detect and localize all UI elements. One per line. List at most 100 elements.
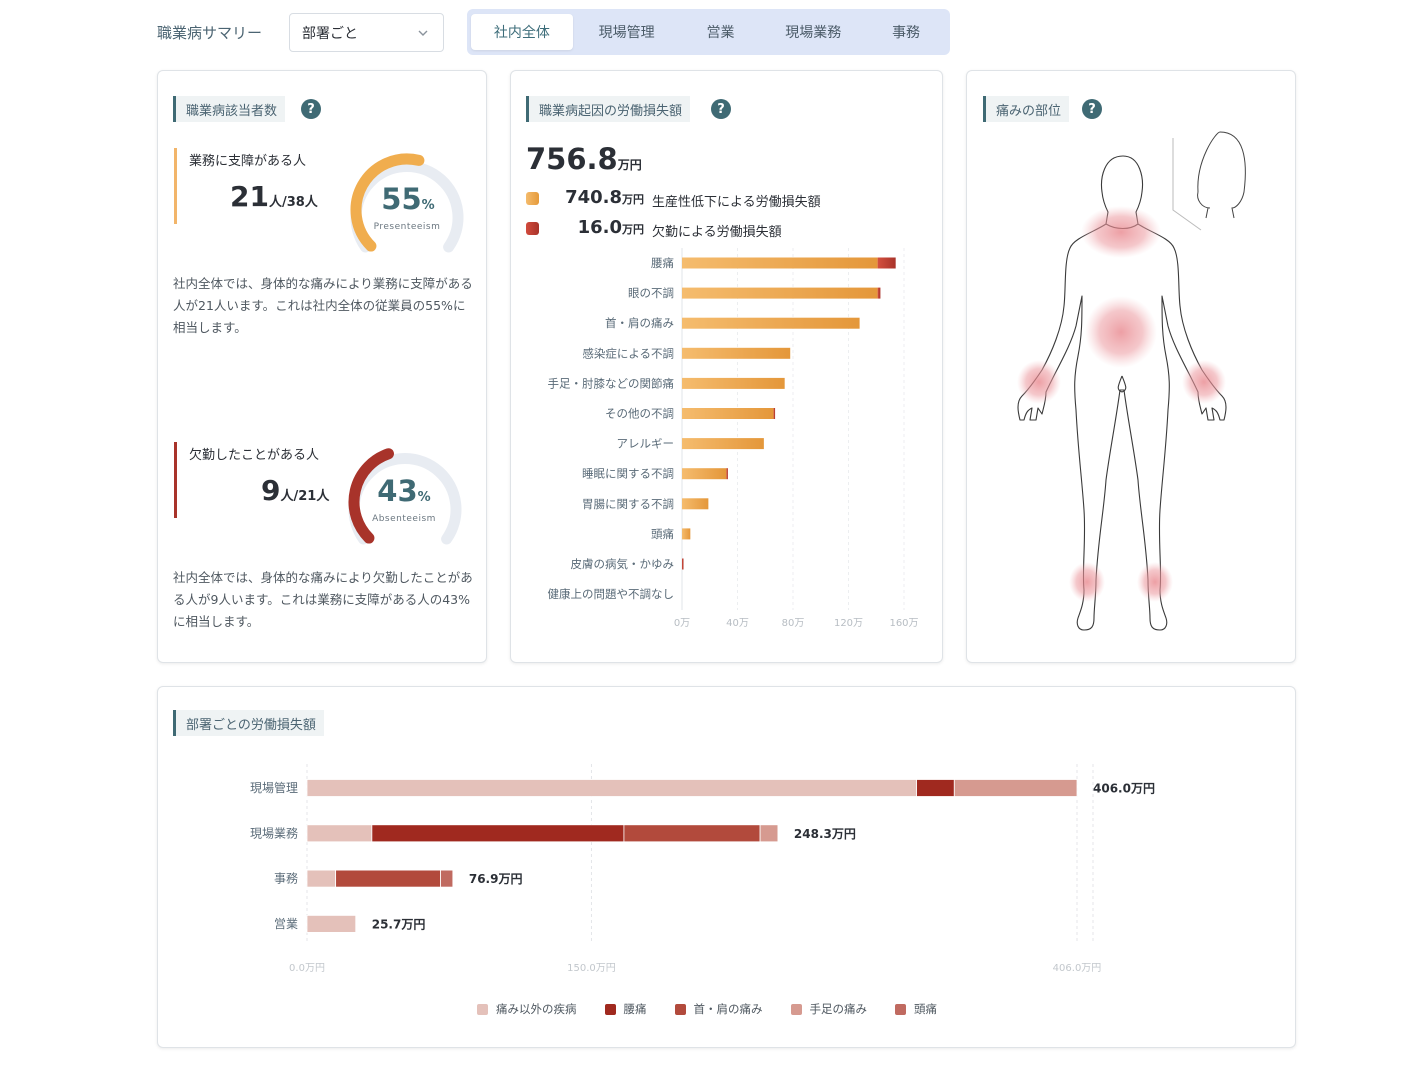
chart1-tick-label: 120万 bbox=[834, 618, 863, 629]
chart1-bar[interactable] bbox=[682, 317, 860, 329]
chart2-category-label: 事務 bbox=[274, 872, 298, 886]
absenteeism-gauge-label: Absenteeism bbox=[372, 514, 436, 524]
loss-title: 職業病起因の労働損失額 bbox=[526, 96, 691, 122]
loss-help-icon[interactable]: ? bbox=[711, 99, 731, 119]
chart2-bar-segment[interactable] bbox=[623, 824, 761, 843]
chart1-bar[interactable] bbox=[877, 287, 881, 299]
chart2-legend-label: 首・肩の痛み bbox=[693, 1002, 763, 1016]
presenteeism-label: 業務に支障がある人 bbox=[189, 154, 307, 169]
absenteeism-accent bbox=[174, 442, 177, 518]
chart1-bar[interactable] bbox=[726, 468, 728, 480]
chart1-bar[interactable] bbox=[682, 528, 691, 540]
chart1-category-label: 頭痛 bbox=[651, 527, 674, 541]
chart1-bar[interactable] bbox=[682, 468, 727, 480]
tab-site-operations[interactable]: 現場業務 bbox=[785, 25, 842, 41]
presenteeism-gauge-label: Presenteeism bbox=[373, 222, 441, 232]
chart2-total-label: 248.3万円 bbox=[794, 827, 856, 841]
chart2-tick-label: 150.0万円 bbox=[567, 963, 616, 974]
chart2-legend-label: 手足の痛み bbox=[809, 1002, 868, 1016]
absenteeism-count: 9人/21人 bbox=[261, 474, 330, 507]
absenteeism-gauge bbox=[348, 448, 462, 545]
chart1-bar[interactable] bbox=[877, 257, 896, 269]
chart2-bar-segment[interactable] bbox=[306, 914, 357, 933]
chart2-bar-segment[interactable] bbox=[306, 869, 337, 888]
dept-loss-legend: 痛み以外の疾病 腰痛 首・肩の痛み 手足の痛み 頭痛 bbox=[0, 1001, 1414, 1017]
presenteeism-loss-value: 740.8万円 bbox=[565, 187, 644, 208]
chart1-bar[interactable] bbox=[682, 498, 709, 510]
tab-office[interactable]: 事務 bbox=[892, 25, 921, 41]
chart1-bar[interactable] bbox=[682, 377, 785, 389]
chart2-legend-label: 痛み以外の疾病 bbox=[496, 1002, 577, 1016]
loss-total: 756.8万円 bbox=[526, 142, 642, 176]
pain-spot-left-wrist[interactable] bbox=[1017, 360, 1061, 404]
presenteeism-legend-swatch bbox=[526, 192, 539, 205]
chart1-tick-label: 80万 bbox=[782, 618, 805, 629]
chart1-bar[interactable] bbox=[682, 408, 774, 419]
chart2-bar-segment[interactable] bbox=[440, 869, 454, 888]
tab-all[interactable]: 社内全体 bbox=[471, 14, 573, 50]
absenteeism-legend-swatch bbox=[526, 222, 539, 235]
pain-spot-right-wrist[interactable] bbox=[1182, 360, 1226, 404]
presenteeism-accent bbox=[174, 148, 177, 224]
chart1-category-label: アレルギー bbox=[617, 437, 675, 451]
chart2-bar-segment[interactable] bbox=[335, 869, 441, 888]
chart2-total-label: 406.0万円 bbox=[1093, 782, 1155, 796]
chart2-legend-item[interactable]: 腰痛 bbox=[604, 1001, 647, 1017]
patients-help-icon[interactable]: ? bbox=[301, 99, 321, 119]
page-title: 職業病サマリー bbox=[157, 24, 263, 42]
chart2-bar-segment[interactable] bbox=[916, 779, 955, 797]
body-map-help-icon[interactable]: ? bbox=[1082, 99, 1102, 119]
chart2-bar-segment[interactable] bbox=[953, 779, 1078, 797]
chart1-tick-label: 160万 bbox=[889, 618, 918, 629]
absenteeism-gauge-fill bbox=[348, 448, 394, 544]
chart1-category-label: その他の不調 bbox=[605, 407, 674, 421]
chevron-down-icon bbox=[418, 30, 428, 36]
chart2-legend-item[interactable]: 首・肩の痛み bbox=[674, 1001, 763, 1017]
tab-site-management[interactable]: 現場管理 bbox=[598, 25, 655, 41]
chart2-legend-swatch bbox=[604, 1003, 616, 1015]
chart1-category-label: 手足・肘膝などの関節痛 bbox=[548, 376, 675, 390]
pain-spot-right-ankle[interactable] bbox=[1137, 562, 1173, 602]
chart1-category-label: 睡眠に関する不調 bbox=[582, 467, 674, 481]
chart1-bar[interactable] bbox=[682, 257, 878, 269]
chart2-legend-swatch bbox=[895, 1003, 906, 1015]
chart2-bar-segment[interactable] bbox=[306, 779, 917, 797]
chart2-legend-swatch bbox=[477, 1003, 488, 1015]
presenteeism-gauge bbox=[350, 153, 464, 253]
chart1-category-label: 腰痛 bbox=[651, 256, 674, 270]
chart1-bar[interactable] bbox=[682, 438, 764, 450]
chart2-legend-item[interactable]: 痛み以外の疾病 bbox=[477, 1001, 577, 1017]
chart2-category-label: 現場管理 bbox=[250, 780, 298, 795]
tab-sales[interactable]: 営業 bbox=[706, 25, 735, 41]
chart1-bar[interactable] bbox=[682, 347, 791, 359]
chart2-total-label: 25.7万円 bbox=[372, 917, 426, 931]
chart2-legend-item[interactable]: 頭痛 bbox=[895, 1001, 937, 1017]
patients-title: 職業病該当者数 bbox=[173, 96, 286, 122]
chart1-category-label: 皮膚の病気・かゆみ bbox=[571, 557, 675, 571]
chart2-legend-item[interactable]: 手足の痛み bbox=[790, 1001, 868, 1017]
chart2-category-label: 現場業務 bbox=[250, 826, 298, 840]
chart2-bar-segment[interactable] bbox=[306, 824, 373, 843]
chart2-bar-segment[interactable] bbox=[759, 824, 779, 843]
department-select[interactable]: 部署ごと bbox=[289, 13, 444, 52]
pain-spot-lower-back[interactable] bbox=[1085, 296, 1157, 368]
chart2-category-label: 営業 bbox=[274, 917, 298, 931]
pain-spot-left-ankle[interactable] bbox=[1069, 562, 1105, 602]
presenteeism-description: 社内全体では、身体的な痛みにより業務に支障がある人が21人います。これは社内全体… bbox=[173, 276, 473, 335]
chart1-category-label: 首・肩の痛み bbox=[605, 316, 674, 330]
chart1-bar[interactable] bbox=[682, 287, 878, 299]
chart2-legend-label: 頭痛 bbox=[914, 1002, 937, 1016]
chart2-bar-segment[interactable] bbox=[371, 824, 625, 843]
body-figure bbox=[1017, 131, 1246, 631]
loss-card bbox=[510, 70, 943, 663]
chart1-bar[interactable] bbox=[773, 408, 776, 419]
chart1-bar[interactable] bbox=[682, 558, 684, 570]
absenteeism-description: 社内全体では、身体的な痛みにより欠勤したことがある人が9人います。これは業務に支… bbox=[173, 570, 473, 629]
chart1-category-label: 胃腸に関する不調 bbox=[582, 497, 674, 511]
chart2-total-label: 76.9万円 bbox=[469, 872, 523, 886]
dept-loss-card bbox=[157, 686, 1296, 1048]
presenteeism-percent: 55% bbox=[381, 182, 435, 216]
pain-spot-neck[interactable] bbox=[1081, 206, 1161, 258]
chart1-category-label: 健康上の問題や不調なし bbox=[548, 587, 675, 601]
